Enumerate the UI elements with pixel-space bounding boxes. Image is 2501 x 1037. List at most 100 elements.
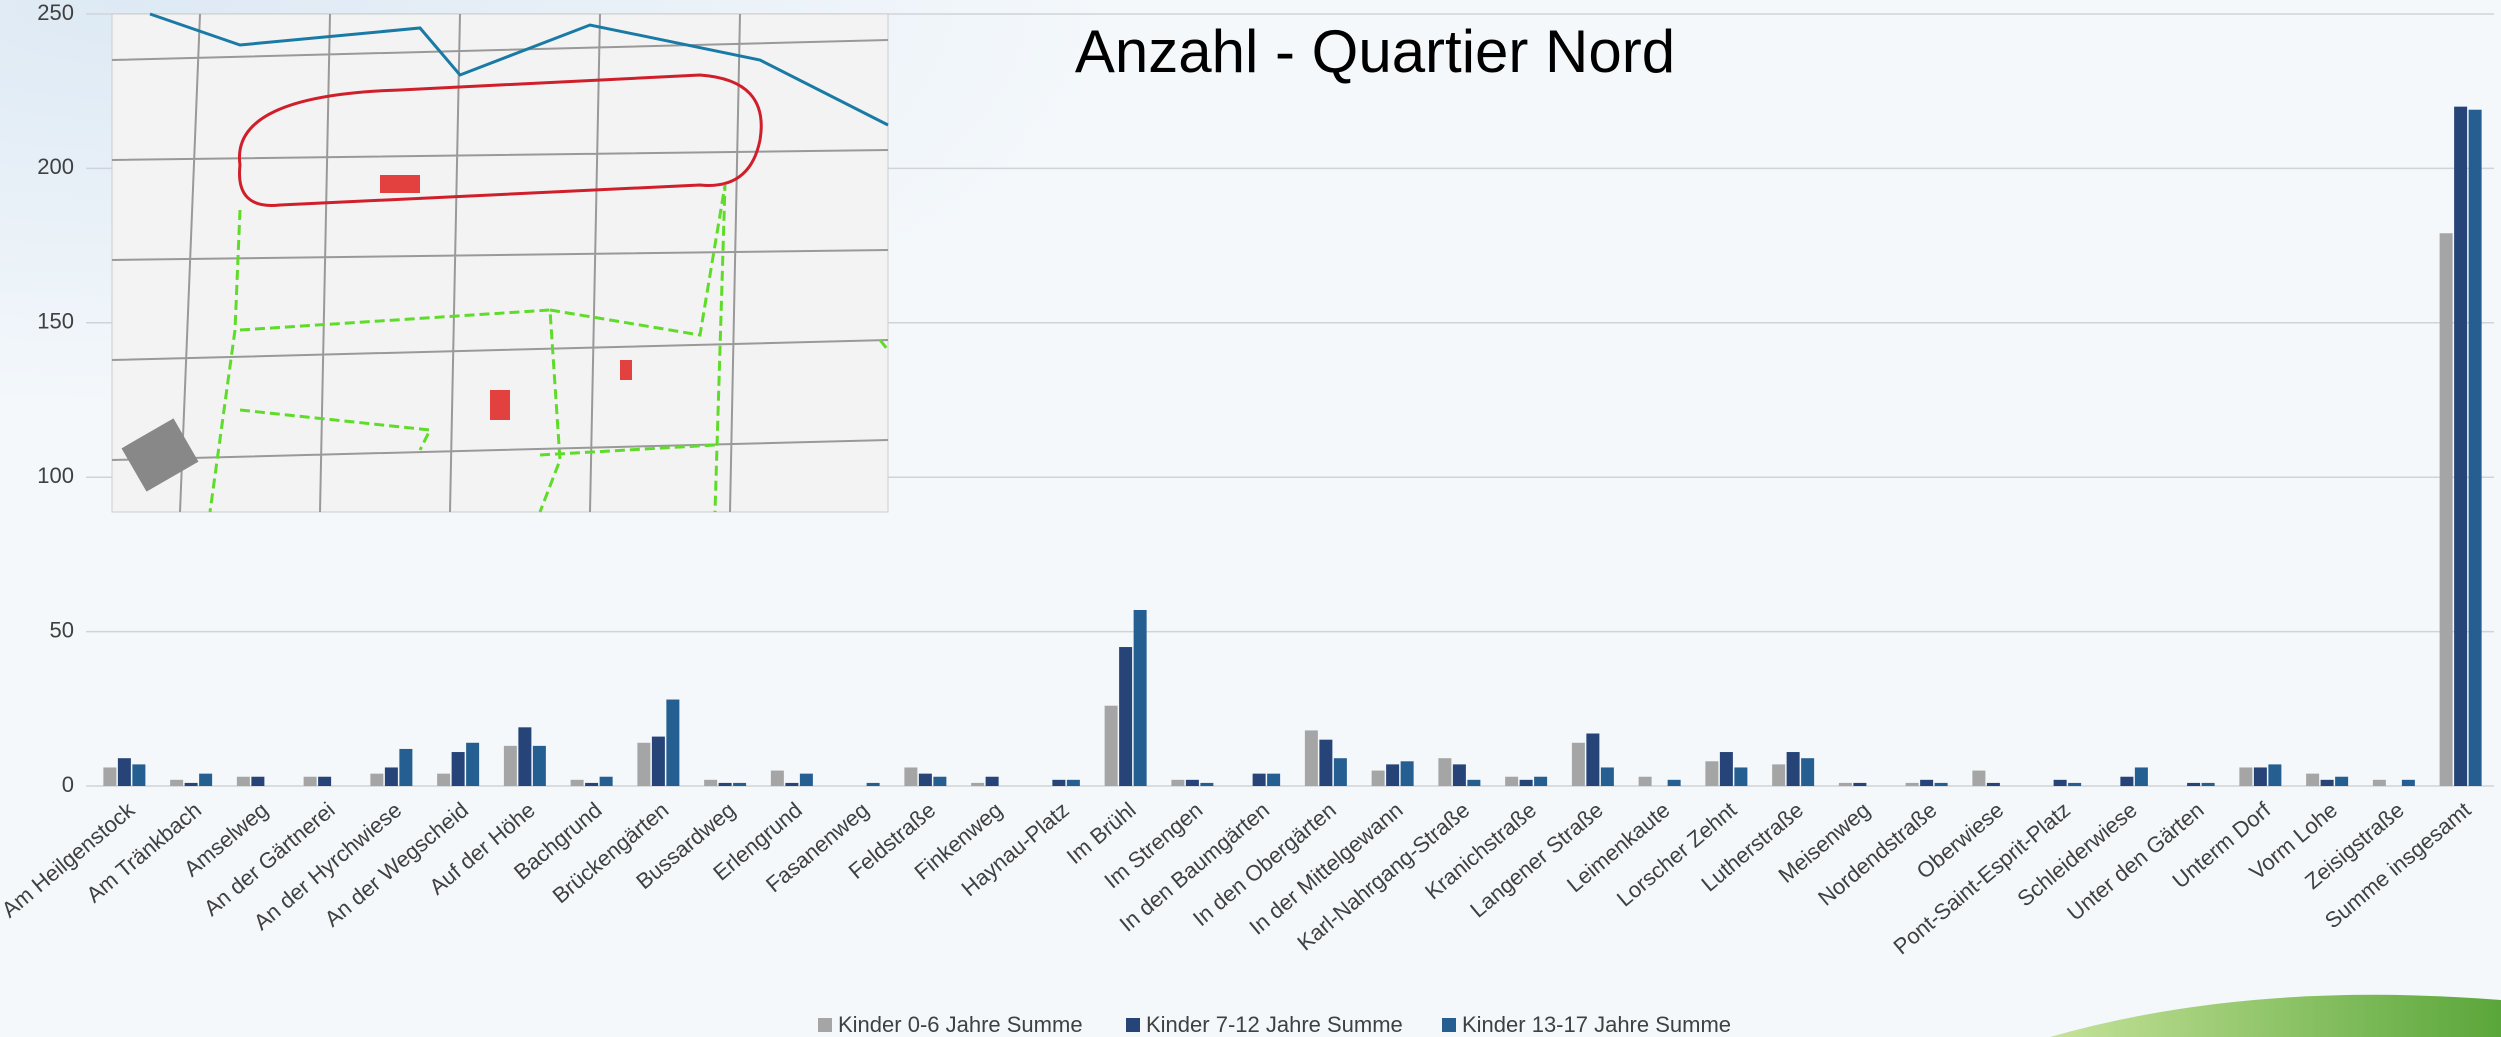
bar bbox=[570, 779, 584, 786]
y-tick-label: 250 bbox=[37, 0, 74, 25]
bar bbox=[2253, 767, 2267, 786]
bar bbox=[2201, 782, 2215, 786]
bar bbox=[1920, 779, 1934, 786]
bar bbox=[399, 748, 413, 786]
bar bbox=[1171, 779, 1185, 786]
bar bbox=[2120, 776, 2134, 786]
bar bbox=[904, 767, 918, 786]
bar bbox=[1519, 779, 1533, 786]
bar bbox=[1667, 779, 1681, 786]
bar bbox=[2187, 782, 2201, 786]
bar bbox=[1571, 742, 1585, 786]
bar bbox=[2053, 779, 2067, 786]
bar bbox=[2454, 106, 2468, 786]
bar bbox=[2335, 776, 2349, 786]
bar bbox=[503, 745, 517, 786]
bar bbox=[1304, 730, 1318, 786]
bar bbox=[1333, 758, 1347, 786]
bar bbox=[1853, 782, 1867, 786]
bar bbox=[985, 776, 999, 786]
bar bbox=[103, 767, 117, 786]
bar bbox=[1319, 739, 1333, 786]
bar bbox=[1772, 764, 1786, 786]
bar bbox=[1185, 779, 1199, 786]
bar bbox=[184, 782, 198, 786]
bar bbox=[2468, 109, 2482, 786]
bar bbox=[1267, 773, 1281, 786]
bar bbox=[2439, 233, 2453, 787]
bar bbox=[1200, 782, 1214, 786]
legend-marker bbox=[818, 1018, 832, 1032]
legend-marker bbox=[1442, 1018, 1456, 1032]
bar bbox=[1586, 733, 1600, 786]
bar bbox=[384, 767, 398, 786]
legend-label: Kinder 7-12 Jahre Summe bbox=[1146, 1012, 1403, 1037]
bar bbox=[451, 752, 465, 786]
bar bbox=[1638, 776, 1652, 786]
bar bbox=[637, 742, 651, 786]
bar bbox=[2401, 779, 2415, 786]
bar bbox=[532, 745, 546, 786]
bar bbox=[2134, 767, 2148, 786]
bar bbox=[666, 699, 680, 786]
bar bbox=[1104, 705, 1118, 786]
bar bbox=[704, 779, 718, 786]
bar bbox=[2268, 764, 2282, 786]
bar bbox=[199, 773, 213, 786]
bar bbox=[2320, 779, 2334, 786]
bar bbox=[1119, 647, 1133, 786]
legend-label: Kinder 13-17 Jahre Summe bbox=[1462, 1012, 1731, 1037]
bar bbox=[2306, 773, 2320, 786]
bar bbox=[1505, 776, 1519, 786]
bar bbox=[651, 736, 665, 786]
bar bbox=[733, 782, 747, 786]
bar bbox=[1934, 782, 1948, 786]
y-tick-label: 150 bbox=[37, 309, 74, 334]
bar bbox=[1371, 770, 1385, 786]
bar bbox=[918, 773, 932, 786]
bar bbox=[866, 782, 880, 786]
bar bbox=[1972, 770, 1986, 786]
bar bbox=[117, 758, 131, 786]
bar bbox=[1438, 758, 1452, 786]
bar bbox=[1705, 761, 1719, 786]
bar bbox=[1133, 609, 1147, 786]
bar bbox=[1986, 782, 2000, 786]
bar bbox=[799, 773, 813, 786]
bar bbox=[1600, 767, 1614, 786]
bar bbox=[2068, 782, 2082, 786]
bar bbox=[1719, 752, 1733, 786]
bar bbox=[2239, 767, 2253, 786]
bar bbox=[303, 776, 317, 786]
bar bbox=[370, 773, 384, 786]
bar bbox=[585, 782, 599, 786]
bar bbox=[1786, 752, 1800, 786]
bar bbox=[318, 776, 332, 786]
map-inset bbox=[111, 12, 890, 513]
bar bbox=[437, 773, 451, 786]
y-tick-label: 100 bbox=[37, 463, 74, 488]
bar bbox=[971, 782, 985, 786]
bar bbox=[1452, 764, 1466, 786]
y-tick-label: 50 bbox=[50, 617, 74, 642]
bar bbox=[1467, 779, 1481, 786]
bar bbox=[1066, 779, 1080, 786]
bar bbox=[933, 776, 947, 786]
bar bbox=[2372, 779, 2386, 786]
bar bbox=[132, 764, 146, 786]
bar bbox=[1801, 758, 1815, 786]
bar bbox=[1252, 773, 1266, 786]
bar bbox=[1838, 782, 1852, 786]
bar bbox=[236, 776, 250, 786]
decoration bbox=[2050, 994, 2501, 1037]
bar bbox=[518, 727, 532, 786]
bar bbox=[1052, 779, 1066, 786]
bar bbox=[785, 782, 799, 786]
y-tick-label: 0 bbox=[62, 772, 74, 797]
bar bbox=[1905, 782, 1919, 786]
bar bbox=[1534, 776, 1548, 786]
bar bbox=[770, 770, 784, 786]
legend-label: Kinder 0-6 Jahre Summe bbox=[838, 1012, 1083, 1037]
bar bbox=[466, 742, 480, 786]
bar bbox=[1734, 767, 1748, 786]
